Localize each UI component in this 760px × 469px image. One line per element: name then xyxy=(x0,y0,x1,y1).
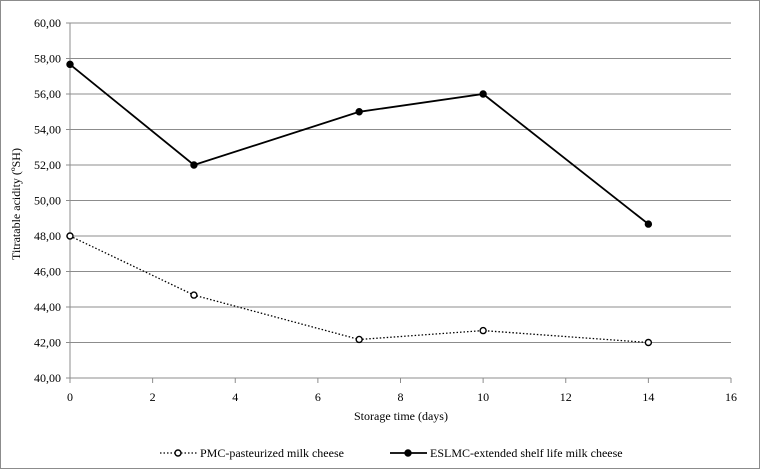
y-tick-label: 54,00 xyxy=(34,123,61,137)
data-point-1 xyxy=(479,326,487,335)
data-point-2 xyxy=(355,108,363,116)
data-point-2 xyxy=(479,90,487,98)
y-tick-label: 44,00 xyxy=(34,300,61,314)
axes: 40,00 42,00 44,00 46,00 48,00 50,00 52,00 54,00… xyxy=(34,16,737,404)
series-layer xyxy=(66,60,653,347)
y-tick-label: 50,00 xyxy=(34,194,61,208)
y-tick-label: 58,00 xyxy=(34,52,61,66)
x-axis-label: Storage time (days) xyxy=(354,409,448,423)
y-tick-label: 42,00 xyxy=(34,336,61,350)
x-tick-label: 14 xyxy=(642,390,654,404)
legend-label-1: PMC-pasteurized milk cheese xyxy=(200,446,344,460)
legend-marker-1 xyxy=(174,449,182,457)
legend: PMC-pasteurized milk cheese ESLMC-extende… xyxy=(160,446,623,460)
data-point-1 xyxy=(66,232,74,240)
legend-label-2: ESLMC-extended shelf life milk cheese xyxy=(430,446,623,460)
series-line-1 xyxy=(69,235,649,344)
y-tick-label: 56,00 xyxy=(34,87,61,101)
data-point-1 xyxy=(190,291,198,299)
x-tick-label: 0 xyxy=(67,390,73,404)
y-tick-label: 46,00 xyxy=(34,265,61,279)
data-point-2 xyxy=(66,60,74,69)
x-tick-label: 12 xyxy=(560,390,572,404)
data-point-1 xyxy=(355,335,363,344)
gridlines xyxy=(70,22,731,379)
legend-marker-2 xyxy=(404,449,412,457)
x-tick-label: 8 xyxy=(398,390,404,404)
x-tick-label: 2 xyxy=(150,390,156,404)
data-point-2 xyxy=(644,220,653,228)
x-tick-label: 16 xyxy=(725,390,737,404)
x-tick-label: 10 xyxy=(477,390,489,404)
y-axis-label: Titratable acidity (ºSH) xyxy=(9,148,23,260)
x-tick-label: 4 xyxy=(232,390,238,404)
data-point-2 xyxy=(190,161,198,169)
x-tick-label: 6 xyxy=(315,390,321,404)
y-tick-label: 40,00 xyxy=(34,371,61,385)
y-tick-label: 48,00 xyxy=(34,229,61,243)
y-tick-label: 60,00 xyxy=(34,16,61,30)
data-point-1 xyxy=(644,338,653,347)
y-tick-label: 52,00 xyxy=(34,158,61,172)
